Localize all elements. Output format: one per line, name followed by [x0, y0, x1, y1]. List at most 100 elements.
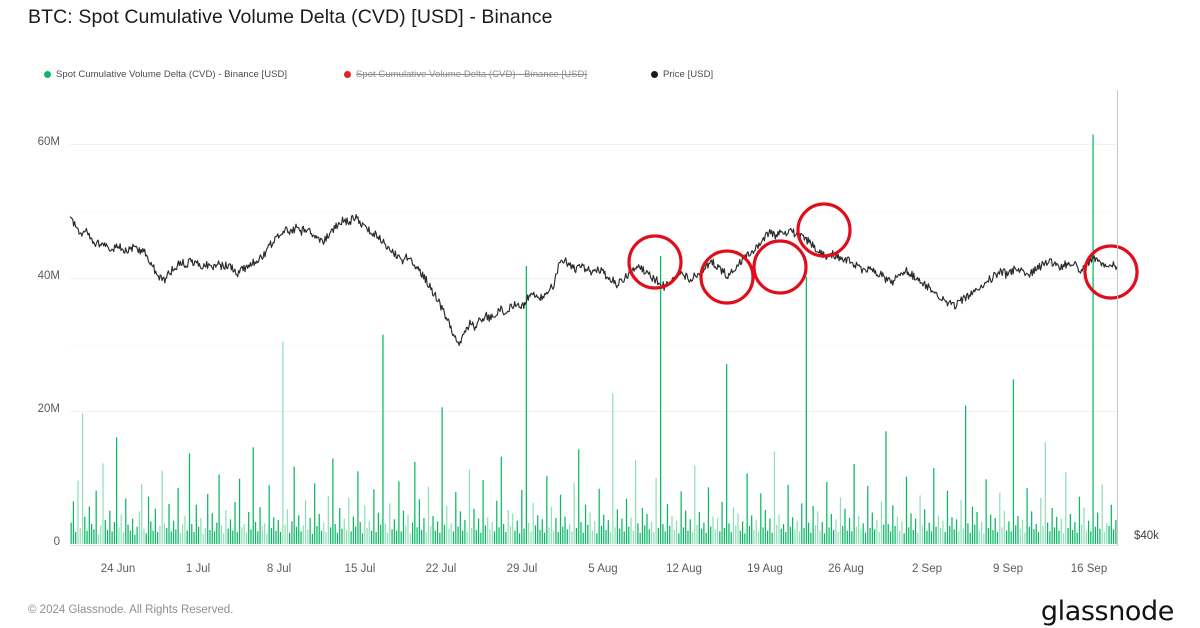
- cvd-bar: [951, 517, 953, 544]
- cvd-bar: [919, 495, 921, 544]
- cvd-bar: [104, 520, 106, 544]
- cvd-bar: [817, 511, 819, 544]
- cvd-bar: [762, 527, 764, 544]
- cvd-bar: [77, 480, 79, 544]
- cvd-bar: [1015, 525, 1017, 544]
- cvd-bar: [619, 528, 621, 544]
- cvd-bar: [200, 518, 202, 544]
- cvd-bar: [350, 531, 352, 544]
- cvd-bar: [582, 532, 584, 544]
- cvd-bar: [1058, 530, 1060, 544]
- cvd-bar: [955, 519, 958, 544]
- cvd-bar: [528, 522, 530, 544]
- cvd-bar: [805, 276, 807, 544]
- cvd-bar: [905, 476, 908, 544]
- cvd-bar: [320, 530, 323, 544]
- cvd-bar: [653, 532, 655, 544]
- cvd-bar: [129, 530, 131, 544]
- cvd-bar: [482, 480, 484, 544]
- cvd-bar: [88, 506, 90, 544]
- cvd-bar: [716, 518, 719, 544]
- cvd-bar: [245, 532, 248, 544]
- cvd-bar: [801, 503, 803, 544]
- cvd-bar: [138, 511, 141, 544]
- x-axis-tick-label: 15 Jul: [344, 563, 376, 575]
- cvd-bar: [72, 501, 75, 544]
- cvd-bar: [405, 525, 407, 544]
- cvd-bar: [985, 479, 987, 544]
- cvd-bar: [380, 524, 382, 544]
- cvd-bar: [1103, 532, 1106, 544]
- cvd-bar: [1065, 472, 1067, 544]
- cvd-bar: [241, 527, 243, 544]
- cvd-bar: [295, 526, 298, 544]
- cvd-bar: [616, 509, 619, 544]
- cvd-bar: [161, 470, 163, 544]
- cvd-bar: [571, 531, 573, 544]
- cvd-bar: [598, 488, 600, 544]
- cvd-bar: [682, 527, 685, 544]
- cvd-bar: [407, 514, 409, 544]
- price-axis-label: $40k: [1134, 530, 1159, 542]
- x-axis-tick-label: 29 Jul: [506, 563, 538, 575]
- cvd-bar: [359, 522, 361, 544]
- cvd-bar: [637, 523, 639, 544]
- cvd-bar: [418, 499, 420, 544]
- cvd-bar: [1010, 531, 1012, 544]
- legend-swatch-icon: [651, 70, 658, 78]
- cvd-bar: [912, 530, 914, 544]
- cvd-bar: [728, 523, 730, 544]
- cvd-bar: [1097, 512, 1099, 544]
- cvd-bar: [766, 530, 769, 544]
- cvd-bar: [559, 494, 562, 544]
- cvd-bar: [939, 528, 942, 544]
- cvd-bar: [1046, 522, 1049, 544]
- cvd-bar: [279, 532, 282, 544]
- cvd-bar: [386, 532, 389, 544]
- cvd-bar: [507, 510, 509, 544]
- cvd-bar: [732, 507, 735, 544]
- cvd-bar: [223, 533, 225, 544]
- cvd-bar: [311, 534, 314, 544]
- cvd-bar: [628, 526, 630, 544]
- cvd-bar: [910, 513, 912, 544]
- cvd-bar: [887, 524, 889, 544]
- cvd-bar: [398, 481, 400, 544]
- cvd-bar: [291, 521, 293, 544]
- price-line-series: [69, 214, 1118, 346]
- cvd-bar: [600, 526, 603, 544]
- cvd-bar: [282, 341, 284, 544]
- cvd-bar: [455, 492, 457, 544]
- cvd-bar: [833, 530, 835, 544]
- cvd-bar: [1012, 379, 1015, 544]
- cvd-bar: [541, 519, 543, 544]
- cvd-bar: [789, 526, 792, 544]
- x-axis-tick-label: 22 Jul: [425, 563, 457, 575]
- cvd-spike-circle-3: [752, 239, 808, 295]
- legend-item-0[interactable]: Spot Cumulative Volume Delta (CVD) - Bin…: [44, 66, 287, 82]
- y-axis-tick-label: 20M: [37, 403, 60, 415]
- cvd-bar: [234, 502, 236, 544]
- cvd-bar: [689, 519, 691, 544]
- cvd-bar: [698, 512, 700, 544]
- cvd-bar: [143, 528, 145, 544]
- cvd-bar: [414, 462, 416, 544]
- cvd-bar: [220, 525, 222, 544]
- cvd-bar: [869, 528, 871, 544]
- cvd-bar: [391, 529, 393, 544]
- cvd-bar: [159, 526, 161, 544]
- cvd-bar: [175, 529, 177, 544]
- legend-item-2[interactable]: Price [USD]: [651, 66, 713, 82]
- cvd-bar: [848, 518, 851, 544]
- cvd-bar: [550, 506, 553, 544]
- cvd-bar: [980, 522, 983, 544]
- cvd-bar: [79, 528, 81, 544]
- cvd-bar: [184, 516, 186, 544]
- cvd-bar: [1005, 530, 1008, 544]
- cvd-bar: [705, 532, 707, 544]
- cvd-bar: [307, 529, 309, 544]
- cvd-bar: [798, 531, 801, 544]
- cvd-bar: [509, 526, 512, 544]
- plot-area: [69, 90, 1139, 545]
- legend-item-1[interactable]: Spot Cumulative Volume Delta (CVD) - Bin…: [344, 66, 587, 82]
